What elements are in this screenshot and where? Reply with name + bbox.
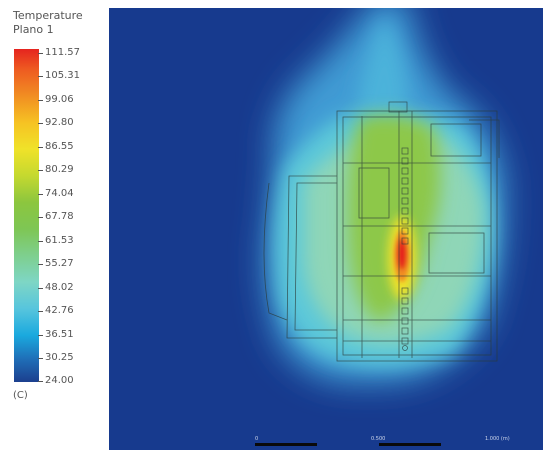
legend-tick-label: 24.00 bbox=[45, 375, 74, 386]
component-chain bbox=[388, 101, 409, 351]
legend-tick bbox=[38, 194, 43, 195]
legend-tick-label: 92.80 bbox=[45, 117, 74, 128]
temperature-legend: Temperature Plano 1 111.57 105.31 99.06 … bbox=[0, 0, 108, 450]
legend-tick-label: 61.53 bbox=[45, 235, 74, 246]
legend-tick bbox=[38, 335, 43, 336]
legend-tick bbox=[38, 264, 43, 265]
legend-tick bbox=[38, 358, 43, 359]
legend-tick-label: 36.51 bbox=[45, 329, 74, 340]
hotspot bbox=[394, 230, 410, 282]
legend-tick bbox=[38, 53, 43, 54]
legend-tick-label: 55.27 bbox=[45, 258, 74, 269]
legend-tick bbox=[38, 147, 43, 148]
legend-tick-label: 30.25 bbox=[45, 352, 74, 363]
legend-tick-label: 74.04 bbox=[45, 188, 74, 199]
legend-tick bbox=[38, 217, 43, 218]
legend-tick bbox=[38, 100, 43, 101]
legend-tick bbox=[38, 241, 43, 242]
scale-label: 0.500 bbox=[371, 436, 386, 442]
scale-label: 0 bbox=[255, 436, 259, 442]
color-scale-bar bbox=[14, 49, 39, 382]
legend-tick bbox=[38, 288, 43, 289]
structure-outline bbox=[263, 110, 500, 362]
legend-tick-label: 67.78 bbox=[45, 211, 74, 222]
legend-unit: (C) bbox=[13, 390, 28, 401]
legend-tick bbox=[38, 76, 43, 77]
scale-label: 1.000 (m) bbox=[485, 436, 510, 442]
legend-tick bbox=[38, 311, 43, 312]
scale-bar-segment bbox=[255, 443, 317, 446]
legend-subtitle: Plano 1 bbox=[13, 23, 54, 36]
legend-tick bbox=[38, 381, 43, 382]
legend-tick bbox=[38, 123, 43, 124]
scale-bar-segment bbox=[379, 443, 441, 446]
legend-tick-label: 80.29 bbox=[45, 164, 74, 175]
legend-tick-label: 99.06 bbox=[45, 94, 74, 105]
temperature-plot-area: 0 0.500 1.000 (m) bbox=[109, 8, 543, 450]
legend-tick-label: 105.31 bbox=[45, 70, 80, 81]
legend-tick-label: 86.55 bbox=[45, 141, 74, 152]
legend-tick-label: 42.76 bbox=[45, 305, 74, 316]
thermal-field-image bbox=[109, 8, 543, 450]
legend-tick-label: 111.57 bbox=[45, 47, 80, 58]
legend-title: Temperature bbox=[13, 9, 83, 22]
legend-tick-label: 48.02 bbox=[45, 282, 74, 293]
green-zone bbox=[347, 114, 441, 324]
legend-tick bbox=[38, 170, 43, 171]
